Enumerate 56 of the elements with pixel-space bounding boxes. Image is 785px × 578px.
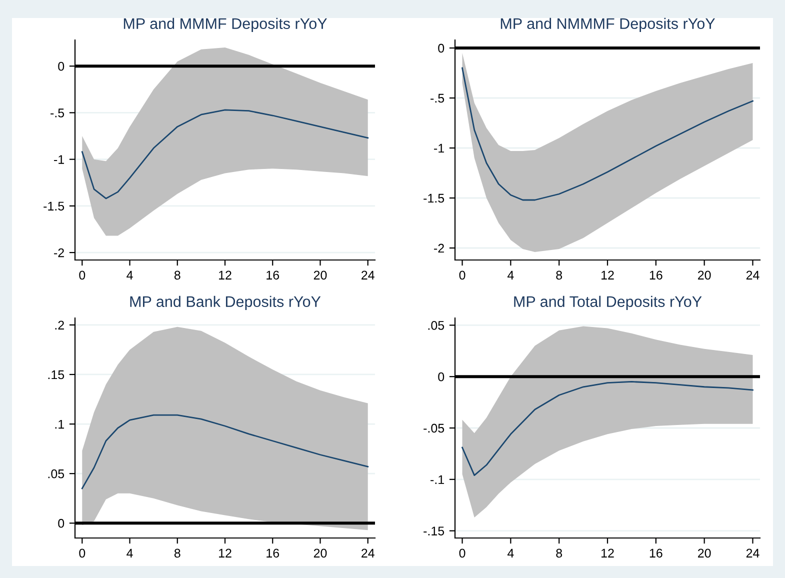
y-tick-label: -.05 xyxy=(424,424,444,433)
y-tick-label: .05 xyxy=(428,320,444,330)
x-tick-label: 20 xyxy=(698,548,711,558)
x-tick-label: 24 xyxy=(746,548,760,558)
y-tick-label: -1 xyxy=(434,144,444,153)
x-tick-label: 24 xyxy=(746,270,760,280)
x-tick-label: 16 xyxy=(650,548,662,558)
y-tick-label: -1 xyxy=(54,155,64,164)
line-series xyxy=(81,109,369,200)
x-tick-label: 16 xyxy=(266,270,280,280)
y-tick-label: -.5 xyxy=(430,94,444,103)
x-tick-label: 12 xyxy=(219,270,232,280)
y-tick-label: -.5 xyxy=(50,108,64,118)
x-tick-label: 20 xyxy=(314,270,327,280)
x-tick-label: 12 xyxy=(602,548,614,558)
y-tick-label: -2 xyxy=(434,244,444,253)
chart-title: MP and NMMMF Deposits rYoY xyxy=(500,18,716,32)
x-tick-label: 20 xyxy=(314,548,327,558)
x-tick-label: 4 xyxy=(507,270,514,280)
x-tick-label: 20 xyxy=(698,270,711,280)
y-tick-label: -1.5 xyxy=(424,194,444,203)
x-tick-label: 8 xyxy=(556,548,562,558)
y-tick-label: .05 xyxy=(48,469,64,478)
chart-title: MP and MMMF Deposits rYoY xyxy=(124,18,327,32)
y-tick-label: 0 xyxy=(438,372,444,382)
x-tick-label: 8 xyxy=(556,270,562,280)
x-tick-label: 4 xyxy=(507,548,514,558)
y-tick-label: -.15 xyxy=(424,526,444,536)
x-tick-label: 0 xyxy=(459,548,466,558)
y-tick-label: -.1 xyxy=(430,475,444,484)
x-tick-label: 4 xyxy=(126,548,133,558)
x-tick-label: 8 xyxy=(174,270,180,280)
y-tick-label: -1.5 xyxy=(44,202,64,211)
y-tick-label: 0 xyxy=(438,44,444,53)
x-tick-label: 16 xyxy=(266,548,280,558)
chart-title: MP and Total Deposits rYoY xyxy=(514,296,702,310)
line-series xyxy=(462,67,754,201)
x-tick-label: 0 xyxy=(79,548,86,558)
chart-title: MP and Bank Deposits rYoY xyxy=(130,296,321,310)
x-tick-label: 0 xyxy=(79,270,86,280)
x-tick-label: 12 xyxy=(602,270,614,280)
y-tick-label: -2 xyxy=(54,248,64,258)
x-tick-label: 24 xyxy=(362,548,374,558)
x-tick-label: 8 xyxy=(174,548,180,558)
x-tick-label: 16 xyxy=(650,270,662,280)
x-tick-label: 12 xyxy=(219,548,232,558)
y-tick-label: .1 xyxy=(55,420,64,429)
y-tick-label: 0 xyxy=(58,518,64,528)
line-series xyxy=(462,381,754,476)
y-tick-label: 0 xyxy=(58,62,64,71)
y-tick-label: .15 xyxy=(48,370,64,380)
x-tick-label: 0 xyxy=(459,270,466,280)
line-series xyxy=(81,414,369,490)
x-tick-label: 24 xyxy=(362,270,374,280)
x-tick-label: 4 xyxy=(126,270,133,280)
y-tick-label: .2 xyxy=(55,320,64,330)
